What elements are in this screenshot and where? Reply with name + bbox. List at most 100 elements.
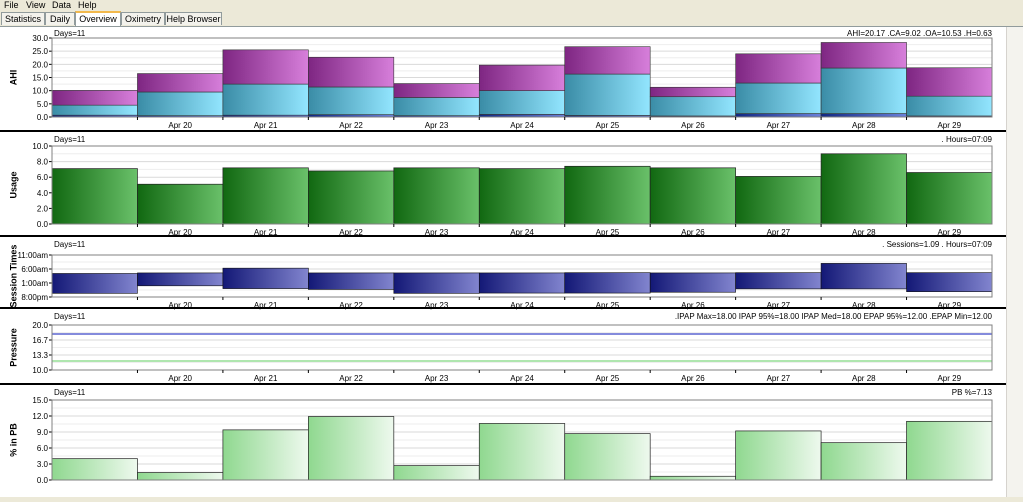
x-tick-label: Apr 29 — [937, 121, 961, 130]
bar — [735, 176, 822, 225]
x-tick-label: Apr 27 — [767, 121, 791, 130]
session-bar — [906, 272, 993, 292]
x-tick-label: Apr 26 — [681, 121, 705, 130]
y-tick-label: 6:00am — [21, 265, 48, 274]
session-bar — [478, 272, 566, 294]
x-tick-label: Apr 24 — [510, 301, 534, 310]
chart-summary: . Hours=07:09 — [942, 135, 993, 144]
y-tick-label: 10.0 — [32, 87, 48, 96]
tab-daily[interactable]: Daily — [45, 12, 75, 25]
y-tick-label: 11:00am — [17, 251, 48, 260]
plot-frame — [51, 145, 993, 225]
y-tick-label: 25.0 — [32, 47, 48, 56]
bar — [393, 465, 480, 481]
overview-panel: Days=11 AHI=20.17 .CA=9.02 .OA=10.53 .H=0… — [0, 27, 1023, 497]
x-tick-label: Apr 23 — [425, 374, 449, 383]
bar — [478, 168, 566, 225]
x-tick-label: Apr 21 — [254, 121, 278, 130]
bar-segment — [820, 113, 907, 118]
bar-segment — [478, 64, 566, 91]
x-tick-label: Apr 26 — [681, 228, 705, 237]
bar — [308, 416, 395, 481]
bar — [222, 429, 309, 481]
days-label: Days=11 — [54, 312, 86, 321]
bar-segment — [393, 97, 480, 116]
x-tick-label: Apr 20 — [168, 374, 192, 383]
bar-segment — [820, 67, 907, 114]
y-tick-label: 15.0 — [32, 396, 48, 405]
tab-statistics[interactable]: Statistics — [1, 12, 45, 25]
menu-help[interactable]: Help — [78, 0, 97, 10]
plot-frame — [51, 37, 993, 118]
y-tick-label: 30.0 — [32, 34, 48, 43]
bar — [308, 170, 395, 225]
y-tick-label: 1:00am — [21, 279, 48, 288]
session-bar — [222, 267, 309, 289]
y-tick-label: 4.0 — [37, 189, 49, 198]
x-tick-label: Apr 22 — [339, 228, 363, 237]
bar-segment — [735, 53, 822, 84]
overview-charts: Days=11 AHI=20.17 .CA=9.02 .OA=10.53 .H=0… — [0, 29, 1006, 485]
session-bar — [51, 273, 138, 294]
bar — [137, 183, 224, 225]
y-tick-label: 3.0 — [37, 460, 49, 469]
y-tick-label: 12.0 — [32, 412, 48, 421]
menu-view[interactable]: View — [26, 0, 46, 10]
x-tick-label: Apr 24 — [510, 228, 534, 237]
menu-data[interactable]: Data — [52, 0, 72, 10]
x-tick-label: Apr 29 — [937, 374, 961, 383]
x-tick-label: Apr 27 — [767, 374, 791, 383]
session-bar — [308, 272, 395, 290]
tab-oximetry[interactable]: Oximetry — [121, 12, 165, 25]
y-tick-label: 20.0 — [32, 321, 48, 330]
chart-summary: PB %=7.13 — [952, 388, 993, 397]
y-tick-label: 20.0 — [32, 60, 48, 69]
x-tick-label: Apr 24 — [510, 374, 534, 383]
x-tick-label: Apr 25 — [596, 301, 620, 310]
plot-frame — [51, 399, 993, 481]
session-bar — [735, 272, 822, 290]
bar-segment — [478, 90, 566, 115]
y-tick-label: 0.0 — [37, 476, 49, 485]
bar-segment — [906, 67, 993, 97]
plot-frame — [51, 254, 993, 298]
bar-segment — [51, 104, 138, 116]
bar-segment — [137, 73, 224, 93]
y-tick-label: 10.0 — [32, 142, 48, 151]
vertical-scrollbar[interactable] — [1006, 27, 1023, 497]
tab-bar: Statistics Daily Overview Oximetry Help … — [0, 11, 1023, 27]
bar-segment — [649, 86, 736, 98]
y-tick-label: 2.0 — [37, 204, 49, 213]
days-label: Days=11 — [54, 388, 86, 397]
x-tick-label: Apr 22 — [339, 121, 363, 130]
y-axis-label: Usage — [8, 171, 18, 198]
menu-file[interactable]: File — [4, 0, 19, 10]
y-tick-label: 15.0 — [32, 74, 48, 83]
x-tick-label: Apr 23 — [425, 121, 449, 130]
y-axis-label: Pressure — [8, 328, 18, 367]
bar — [735, 430, 822, 481]
bar — [222, 167, 309, 225]
days-label: Days=11 — [54, 29, 86, 38]
bar-segment — [564, 46, 651, 75]
bar — [51, 458, 138, 481]
bar — [393, 167, 480, 225]
chart-panel-3: Days=11 . Sessions=1.09 . Hours=07:09 Sess… — [0, 240, 1006, 310]
bar-segment — [906, 95, 993, 117]
chart-summary: AHI=20.17 .CA=9.02 .OA=10.53 .H=0.63 — [847, 29, 993, 38]
tab-help-browser[interactable]: Help Browser — [165, 12, 222, 25]
bar-segment — [137, 91, 224, 116]
bar — [564, 433, 651, 481]
x-tick-label: Apr 26 — [681, 374, 705, 383]
x-tick-label: Apr 24 — [510, 121, 534, 130]
plot-frame — [51, 324, 993, 371]
y-tick-label: 8.0 — [37, 158, 49, 167]
x-tick-label: Apr 28 — [852, 301, 876, 310]
x-tick-label: Apr 20 — [168, 121, 192, 130]
y-axis-label: % in PB — [8, 423, 18, 457]
session-bar — [137, 272, 224, 287]
tab-overview[interactable]: Overview — [75, 11, 121, 26]
chart-panel-5: Days=11 PB %=7.13 % in PB 15.0 12.0 9.0 6.0 3.0… — [8, 388, 992, 485]
bar-segment — [308, 56, 395, 88]
bar — [564, 165, 651, 225]
